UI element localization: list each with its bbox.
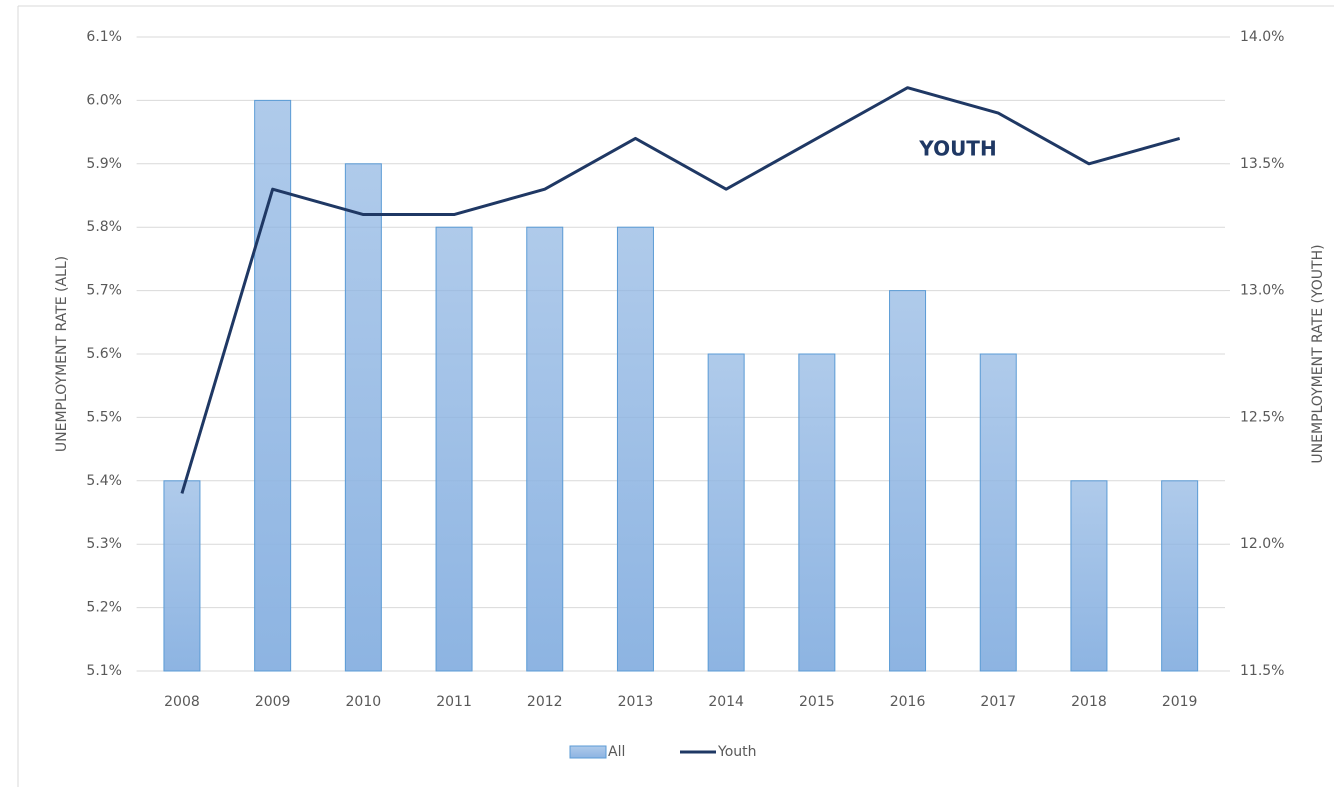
- annotation: YOUTH: [918, 137, 996, 161]
- x-tick-label: 2015: [799, 694, 835, 710]
- bar: [435, 226, 473, 672]
- y2-axis-label: UNEMPLOYMENT RATE (YOUTH): [1310, 244, 1326, 463]
- y-axis-label: UNEMPLOYMENT RATE (ALL): [54, 256, 70, 452]
- bar: [526, 226, 564, 672]
- y-tick-label: 5.4%: [86, 473, 122, 489]
- x-tick-label: 2013: [618, 694, 654, 710]
- bar: [1070, 480, 1108, 672]
- legend-label: All: [608, 744, 625, 760]
- y2-tick-label: 14.0%: [1240, 29, 1284, 45]
- y-tick-label: 5.9%: [86, 156, 122, 172]
- bar: [798, 353, 836, 672]
- x-tick-label: 2018: [1071, 694, 1107, 710]
- x-tick-label: 2019: [1162, 694, 1198, 710]
- bar: [616, 226, 654, 672]
- line: [180, 86, 1181, 494]
- bar: [889, 290, 927, 672]
- x-tick-label: 2016: [890, 694, 926, 710]
- x-tick-label: 2011: [436, 694, 472, 710]
- y-tick-label: 6.0%: [86, 92, 122, 108]
- x-tick-label: 2010: [346, 694, 382, 710]
- legend-swatch: [569, 745, 607, 759]
- bar: [254, 99, 292, 672]
- y-tick-label: 6.1%: [86, 29, 122, 45]
- bar: [979, 353, 1017, 672]
- y-tick-label: 5.8%: [86, 219, 122, 235]
- y2-tick-label: 11.5%: [1240, 663, 1284, 679]
- x-tick-label: 2012: [527, 694, 563, 710]
- y-tick-label: 5.5%: [86, 409, 122, 425]
- y-tick-label: 5.6%: [86, 346, 122, 362]
- y2-tick-label: 13.5%: [1240, 156, 1284, 172]
- bar: [344, 163, 382, 672]
- y2-tick-label: 12.0%: [1240, 536, 1284, 552]
- y-tick-label: 5.1%: [86, 663, 122, 679]
- x-tick-label: 2008: [164, 694, 200, 710]
- bar: [1161, 480, 1199, 672]
- x-tick-label: 2017: [980, 694, 1016, 710]
- x-tick-label: 2009: [255, 694, 291, 710]
- y-tick-label: 5.3%: [86, 536, 122, 552]
- y-tick-label: 5.7%: [86, 283, 122, 299]
- legend-label: Youth: [717, 744, 757, 760]
- x-tick-label: 2014: [708, 694, 744, 710]
- y-tick-label: 5.2%: [86, 600, 122, 616]
- bar: [163, 480, 201, 672]
- bar: [707, 353, 745, 672]
- y2-tick-label: 13.0%: [1240, 283, 1284, 299]
- y2-tick-label: 12.5%: [1240, 409, 1284, 425]
